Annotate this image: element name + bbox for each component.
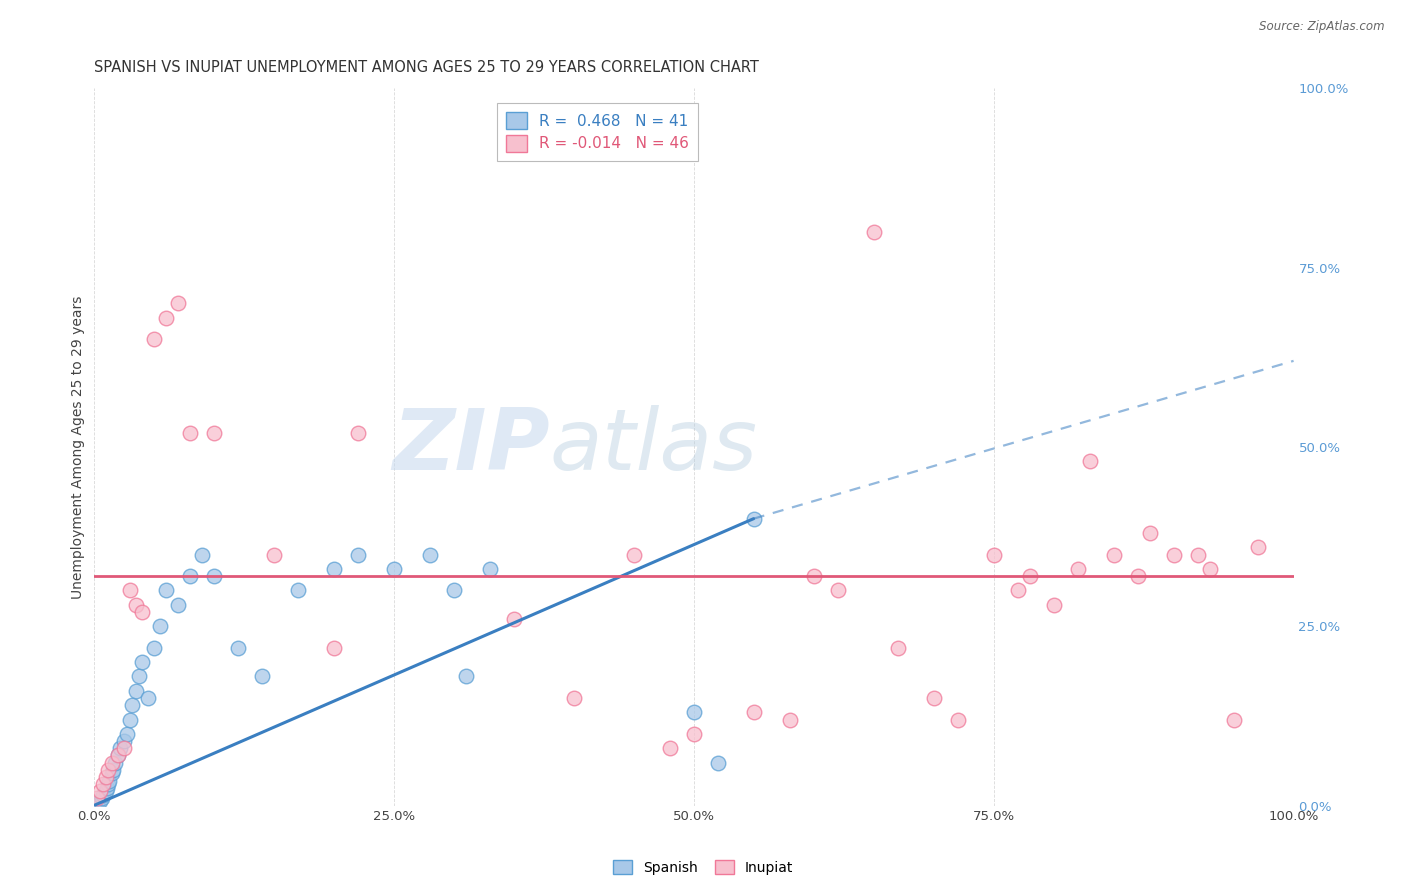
Point — [706, 756, 728, 770]
Point — [131, 655, 153, 669]
Point — [742, 511, 765, 525]
Point — [148, 619, 170, 633]
Point — [1007, 583, 1029, 598]
Point — [98, 773, 121, 788]
Point — [202, 425, 225, 440]
Point — [682, 706, 704, 720]
Point — [108, 741, 131, 756]
Point — [121, 698, 143, 713]
Point — [112, 741, 135, 756]
Point — [112, 734, 135, 748]
Point — [454, 669, 477, 683]
Point — [502, 612, 524, 626]
Point — [803, 569, 825, 583]
Point — [922, 691, 945, 706]
Legend: Spanish, Inupiat: Spanish, Inupiat — [607, 855, 799, 880]
Point — [155, 310, 177, 325]
Point — [91, 791, 114, 805]
Point — [862, 225, 884, 239]
Point — [104, 756, 127, 770]
Point — [827, 583, 849, 598]
Point — [562, 691, 585, 706]
Point — [1198, 562, 1220, 576]
Point — [382, 562, 405, 576]
Point — [682, 727, 704, 741]
Point — [226, 640, 249, 655]
Point — [142, 332, 165, 346]
Point — [419, 548, 441, 562]
Point — [166, 296, 188, 310]
Point — [250, 669, 273, 683]
Point — [263, 548, 285, 562]
Point — [1139, 526, 1161, 541]
Point — [89, 784, 111, 798]
Point — [94, 770, 117, 784]
Text: atlas: atlas — [550, 406, 758, 489]
Point — [91, 777, 114, 791]
Point — [1126, 569, 1149, 583]
Point — [100, 766, 122, 780]
Point — [190, 548, 212, 562]
Point — [983, 548, 1005, 562]
Point — [886, 640, 908, 655]
Point — [107, 748, 129, 763]
Point — [478, 562, 501, 576]
Point — [131, 605, 153, 619]
Point — [86, 797, 108, 811]
Point — [742, 706, 765, 720]
Point — [1018, 569, 1040, 583]
Point — [779, 713, 801, 727]
Point — [658, 741, 681, 756]
Point — [179, 425, 201, 440]
Point — [322, 562, 344, 576]
Point — [1102, 548, 1125, 562]
Point — [118, 583, 141, 598]
Point — [1187, 548, 1209, 562]
Point — [155, 583, 177, 598]
Point — [202, 569, 225, 583]
Point — [96, 780, 118, 795]
Point — [1222, 713, 1244, 727]
Point — [89, 794, 111, 808]
Point — [100, 756, 122, 770]
Point — [94, 784, 117, 798]
Point — [124, 598, 146, 612]
Point — [128, 669, 150, 683]
Point — [124, 683, 146, 698]
Point — [86, 791, 108, 805]
Point — [322, 640, 344, 655]
Point — [1246, 541, 1268, 555]
Point — [118, 713, 141, 727]
Point — [91, 788, 114, 802]
Point — [1078, 454, 1101, 468]
Point — [115, 727, 138, 741]
Text: ZIP: ZIP — [392, 406, 550, 489]
Text: SPANISH VS INUPIAT UNEMPLOYMENT AMONG AGES 25 TO 29 YEARS CORRELATION CHART: SPANISH VS INUPIAT UNEMPLOYMENT AMONG AG… — [94, 60, 758, 75]
Point — [107, 748, 129, 763]
Point — [136, 691, 159, 706]
Point — [179, 569, 201, 583]
Point — [346, 548, 368, 562]
Y-axis label: Unemployment Among Ages 25 to 29 years: Unemployment Among Ages 25 to 29 years — [72, 295, 86, 599]
Point — [142, 640, 165, 655]
Point — [1042, 598, 1064, 612]
Point — [346, 425, 368, 440]
Point — [166, 598, 188, 612]
Point — [101, 763, 124, 777]
Point — [623, 548, 645, 562]
Point — [443, 583, 465, 598]
Text: Source: ZipAtlas.com: Source: ZipAtlas.com — [1260, 20, 1385, 33]
Point — [97, 777, 120, 791]
Point — [1163, 548, 1185, 562]
Point — [287, 583, 309, 598]
Point — [1066, 562, 1088, 576]
Point — [97, 763, 120, 777]
Legend: R =  0.468   N = 41, R = -0.014   N = 46: R = 0.468 N = 41, R = -0.014 N = 46 — [496, 103, 699, 161]
Point — [946, 713, 969, 727]
